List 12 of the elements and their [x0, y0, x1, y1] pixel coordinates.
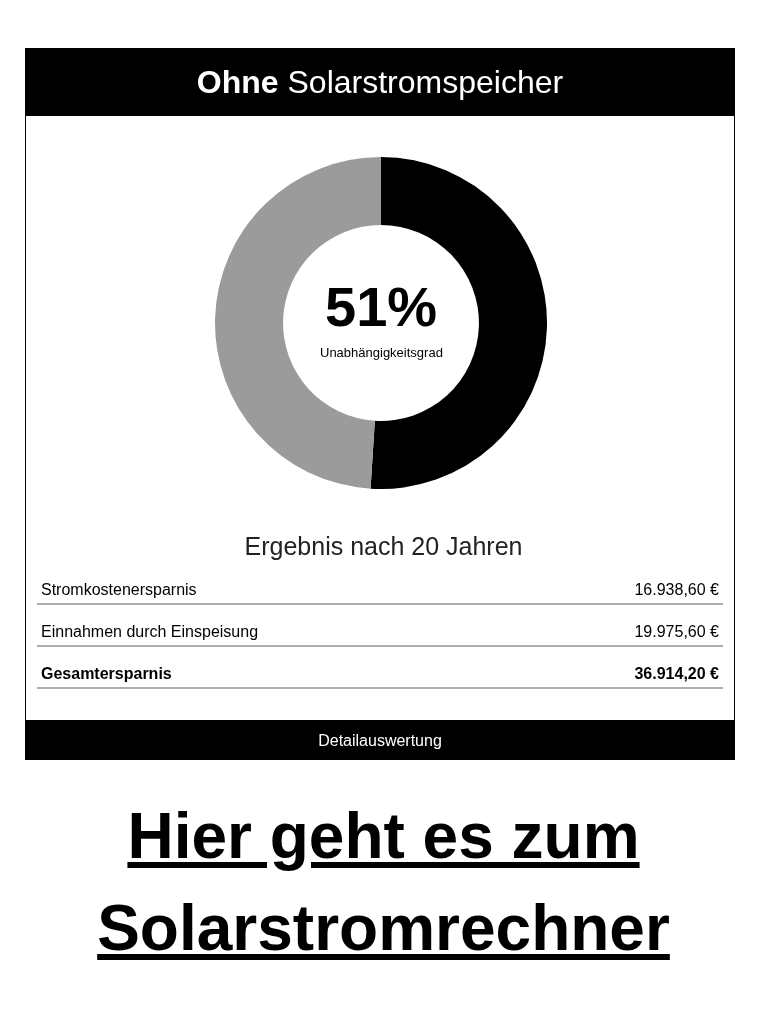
text: Ergebnis nach 20 Jahren	[243, 532, 524, 561]
text: 19.975,60 €	[634, 623, 719, 641]
text: 36.914,20 €	[634, 665, 719, 683]
text: Stromkostenersparnis	[41, 581, 197, 599]
text: Hier geht es zum Solarstromrechner	[96, 799, 671, 966]
chart-title: Ohne Solarstromspeicher	[196, 64, 564, 100]
data-label: 51%	[325, 275, 438, 338]
text: Detailauswertung	[25, 720, 735, 760]
text: Unabhängigkeitsgrad	[320, 345, 443, 360]
text: Einnahmen durch Einspeisung	[41, 623, 259, 641]
text: 16.938,60 €	[634, 581, 719, 599]
text: Gesamtersparnis	[41, 665, 172, 683]
